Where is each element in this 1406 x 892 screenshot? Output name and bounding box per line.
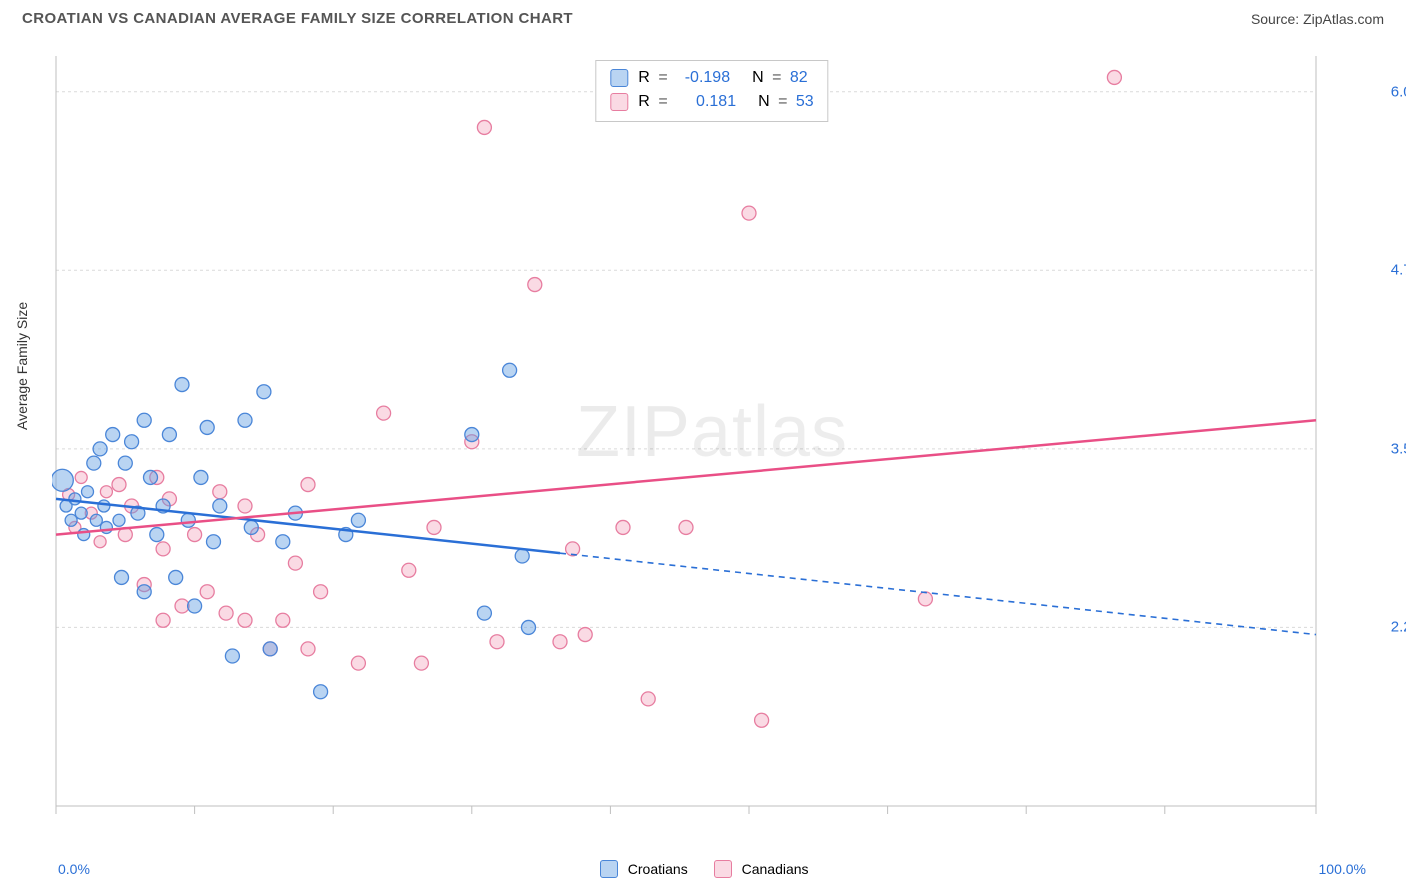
y-tick-label: 6.00 [1391, 83, 1406, 100]
legend-swatch-pink-bottom [714, 860, 732, 878]
legend-swatch-pink [610, 93, 628, 111]
plot-area: ZIPatlas R = -0.198 N = 82 R = 0.181 N =… [52, 46, 1372, 826]
legend-item-pink: Canadians [714, 860, 809, 878]
x-axis-end-label: 100.0% [1319, 861, 1366, 877]
stats-row-pink: R = 0.181 N = 53 [610, 90, 813, 114]
legend-stats-box: R = -0.198 N = 82 R = 0.181 N = 53 [595, 60, 828, 122]
y-tick-label: 3.50 [1391, 440, 1406, 457]
y-axis-label: Average Family Size [14, 302, 30, 430]
bottom-legend-bar: 0.0% Croatians Canadians 100.0% [52, 860, 1372, 878]
chart-title: CROATIAN VS CANADIAN AVERAGE FAMILY SIZE… [22, 10, 573, 27]
legend-swatch-blue [610, 69, 628, 87]
legend-item-blue: Croatians [600, 860, 688, 878]
x-axis-start-label: 0.0% [58, 861, 90, 877]
chart-svg [52, 46, 1372, 826]
chart-source: Source: ZipAtlas.com [1251, 11, 1384, 27]
y-tick-label: 4.75 [1391, 262, 1406, 279]
y-tick-label: 2.25 [1391, 619, 1406, 636]
stats-row-blue: R = -0.198 N = 82 [610, 66, 813, 90]
legend-swatch-blue-bottom [600, 860, 618, 878]
